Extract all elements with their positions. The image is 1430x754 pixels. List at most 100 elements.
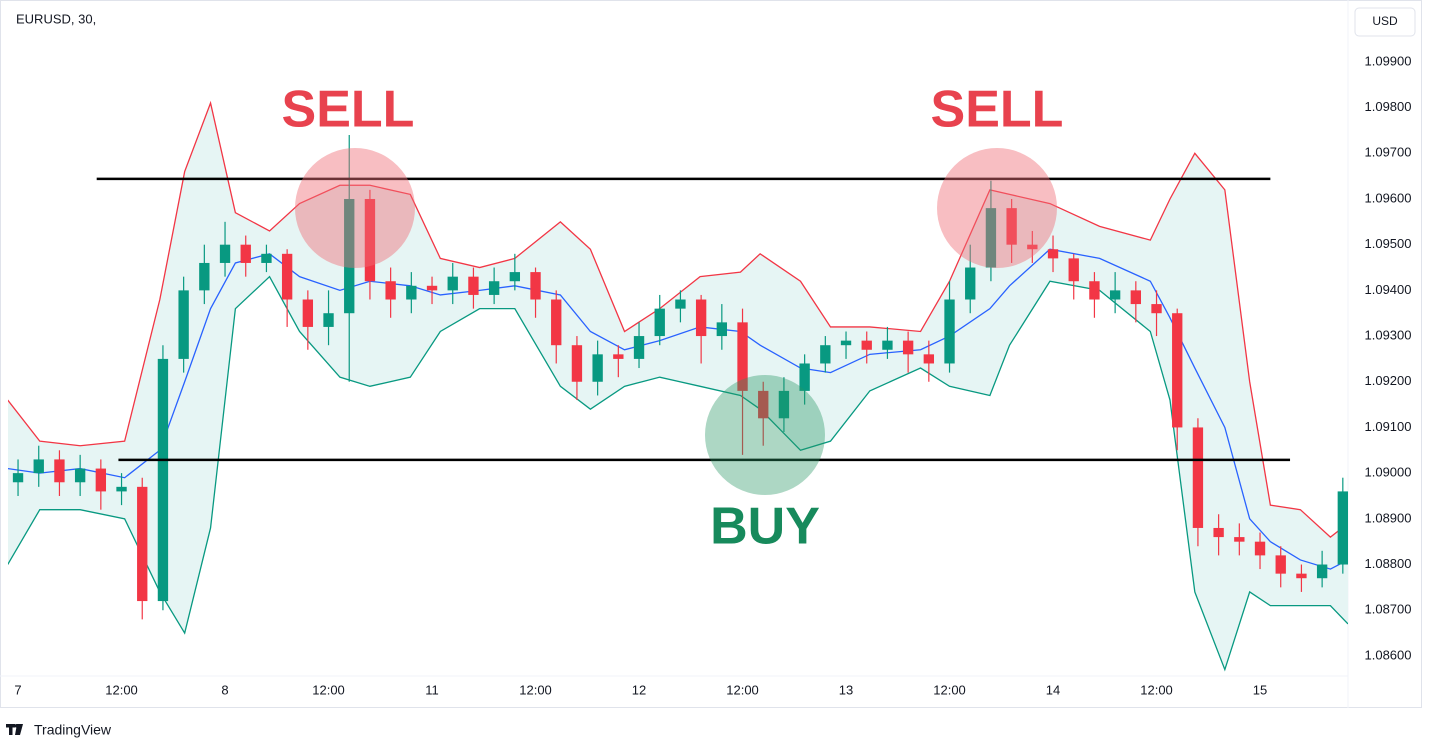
- candle-body: [157, 358, 169, 602]
- candle-body: [1296, 573, 1307, 579]
- y-tick-label: 1.09900: [1365, 53, 1412, 68]
- annotation-label: SELL: [931, 81, 1064, 139]
- plot-area: [8, 100, 1348, 672]
- candle-body: [985, 208, 997, 268]
- candle-body: [592, 354, 603, 382]
- candle-body: [1151, 304, 1162, 314]
- x-tick-label: 12: [632, 682, 646, 697]
- x-tick-label: 12:00: [933, 682, 966, 697]
- candle-body: [1213, 527, 1224, 538]
- candle-body: [1254, 541, 1266, 556]
- candle-body: [364, 198, 376, 282]
- y-tick-label: 1.09500: [1365, 236, 1412, 251]
- y-tick-label: 1.08600: [1365, 647, 1412, 662]
- candle-body: [882, 340, 893, 350]
- candle-body: [1192, 427, 1204, 528]
- candle-body: [820, 345, 831, 364]
- annotation-label: SELL: [282, 81, 415, 139]
- candle-body: [923, 354, 935, 364]
- candle-body: [675, 299, 686, 309]
- candle-body: [944, 299, 955, 364]
- candle-body: [240, 244, 251, 263]
- candle-body: [1172, 313, 1183, 428]
- candle-body: [654, 308, 665, 337]
- band-line: [8, 275, 1348, 672]
- y-tick-label: 1.09200: [1365, 373, 1412, 388]
- candle-body: [1006, 208, 1017, 245]
- candle-body: [1234, 537, 1245, 542]
- candle-body: [613, 354, 624, 359]
- candle-body: [33, 459, 44, 474]
- candle-body: [406, 285, 417, 300]
- candle-body: [323, 313, 334, 327]
- x-tick-label: 12:00: [519, 682, 552, 697]
- candle-body: [137, 486, 148, 602]
- candle-body: [261, 253, 272, 263]
- y-tick-label: 1.09300: [1365, 327, 1412, 342]
- candle-body: [1275, 555, 1286, 574]
- y-tick-label: 1.09600: [1365, 190, 1412, 205]
- candle-body: [799, 363, 810, 391]
- currency-label[interactable]: USD: [1372, 14, 1398, 28]
- candle-body: [716, 322, 728, 337]
- x-tick-label: 13: [839, 682, 853, 697]
- annotation-circle: [937, 148, 1057, 268]
- x-tick-label: 8: [221, 682, 228, 697]
- candle-body: [178, 290, 189, 359]
- x-tick-label: 7: [14, 682, 21, 697]
- brand-logo: [6, 724, 23, 735]
- candle-body: [758, 390, 769, 419]
- candle-body: [1047, 249, 1059, 259]
- candle-body: [344, 198, 355, 314]
- candle-body: [1316, 564, 1328, 579]
- annotation-circle: [295, 148, 415, 268]
- x-tick-label: 12:00: [1140, 682, 1173, 697]
- y-tick-label: 1.08800: [1365, 556, 1412, 571]
- candle-body: [385, 281, 396, 300]
- candle-body: [633, 336, 645, 359]
- candle-body: [551, 299, 562, 346]
- candle-body: [1337, 491, 1348, 565]
- candle-body: [840, 340, 852, 346]
- candle-body: [737, 322, 748, 391]
- candle-body: [302, 299, 314, 327]
- candle-body: [902, 340, 914, 355]
- symbol-title: EURUSD, 30,: [16, 11, 96, 26]
- candle-body: [1130, 290, 1142, 305]
- y-tick-label: 1.08900: [1365, 510, 1412, 525]
- y-tick-label: 1.09700: [1365, 145, 1412, 160]
- x-tick-label: 12:00: [726, 682, 759, 697]
- candle-body: [95, 468, 107, 492]
- annotation-label: BUY: [710, 498, 820, 556]
- brand-name: TradingView: [34, 722, 112, 738]
- candle-body: [447, 276, 458, 291]
- x-tick-label: 14: [1046, 682, 1060, 697]
- candle-body: [530, 272, 541, 300]
- x-tick-label: 12:00: [105, 682, 138, 697]
- candle-body: [116, 486, 127, 492]
- candle-body: [861, 340, 872, 350]
- y-tick-label: 1.09000: [1365, 465, 1412, 480]
- y-tick-label: 1.09100: [1365, 419, 1412, 434]
- x-tick-label: 15: [1253, 682, 1267, 697]
- candle-body: [965, 267, 976, 300]
- candle-body: [1089, 281, 1100, 300]
- candle-body: [509, 272, 521, 282]
- candle-body: [571, 345, 583, 382]
- candle-body: [778, 390, 790, 419]
- x-tick-label: 11: [425, 682, 439, 697]
- candle-body: [695, 299, 707, 337]
- annotation-circle: [705, 375, 825, 495]
- y-tick-label: 1.09400: [1365, 282, 1412, 297]
- candle-body: [54, 459, 65, 483]
- candle-body: [74, 468, 86, 483]
- candle-body: [219, 244, 231, 263]
- candle-body: [199, 262, 210, 291]
- candle-body: [12, 473, 24, 483]
- x-tick-label: 12:00: [312, 682, 345, 697]
- currency-button[interactable]: [1354, 7, 1416, 37]
- band-line: [8, 100, 1348, 538]
- y-tick-label: 1.08700: [1365, 602, 1412, 617]
